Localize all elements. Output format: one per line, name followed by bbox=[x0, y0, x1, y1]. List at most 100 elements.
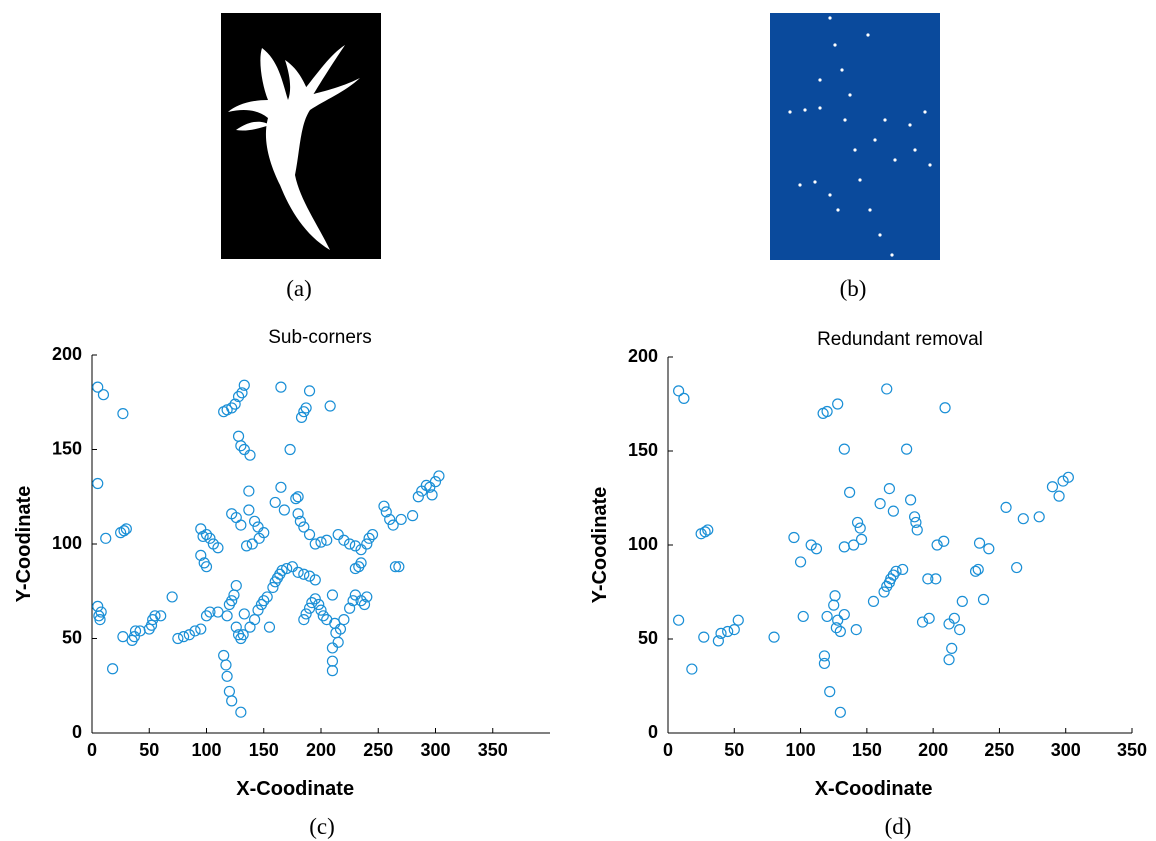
x-tick-label: 50 bbox=[724, 740, 744, 760]
point bbox=[1034, 512, 1044, 522]
caption: (a) bbox=[286, 276, 312, 301]
y-tick-label: 200 bbox=[52, 344, 82, 364]
y-axis-label: Y-Coodinate bbox=[13, 486, 35, 603]
x-tick-label: 200 bbox=[918, 740, 948, 760]
point bbox=[121, 524, 131, 534]
y-axis-label: Y-Coodinate bbox=[589, 487, 611, 604]
figure: (a) (b) 05010015020025030035005010015020… bbox=[0, 0, 1156, 841]
point bbox=[327, 590, 337, 600]
point bbox=[231, 581, 241, 591]
point bbox=[839, 542, 849, 552]
point bbox=[839, 444, 849, 454]
point bbox=[912, 525, 922, 535]
point bbox=[184, 630, 194, 640]
point bbox=[431, 477, 441, 487]
point bbox=[221, 660, 231, 670]
point bbox=[299, 569, 309, 579]
point bbox=[833, 615, 843, 625]
point bbox=[796, 557, 806, 567]
point bbox=[822, 611, 832, 621]
point bbox=[984, 544, 994, 554]
point bbox=[825, 687, 835, 697]
point bbox=[879, 587, 889, 597]
point bbox=[229, 590, 239, 600]
y-tick-label: 50 bbox=[638, 628, 658, 648]
point bbox=[833, 399, 843, 409]
point bbox=[733, 615, 743, 625]
x-tick-label: 50 bbox=[139, 740, 159, 760]
point bbox=[244, 486, 254, 496]
point bbox=[297, 412, 307, 422]
point bbox=[310, 575, 320, 585]
point bbox=[798, 611, 808, 621]
point bbox=[729, 625, 739, 635]
point bbox=[250, 516, 260, 526]
caption: (b) bbox=[840, 276, 867, 301]
point bbox=[906, 495, 916, 505]
panel-a-image bbox=[221, 13, 381, 259]
point bbox=[101, 533, 111, 543]
point bbox=[949, 613, 959, 623]
point bbox=[98, 390, 108, 400]
caption: (c) bbox=[309, 814, 335, 839]
point bbox=[222, 611, 232, 621]
point bbox=[1012, 563, 1022, 573]
point bbox=[819, 658, 829, 668]
x-axis-label: X-Coodinate bbox=[236, 778, 354, 800]
point bbox=[327, 666, 337, 676]
point bbox=[875, 499, 885, 509]
point bbox=[287, 562, 297, 572]
point bbox=[245, 450, 255, 460]
y-tick-label: 0 bbox=[72, 722, 82, 742]
point bbox=[93, 479, 103, 489]
point bbox=[888, 506, 898, 516]
point bbox=[434, 471, 444, 481]
x-tick-label: 100 bbox=[786, 740, 816, 760]
x-tick-label: 350 bbox=[478, 740, 508, 760]
point bbox=[674, 615, 684, 625]
point bbox=[299, 615, 309, 625]
point bbox=[396, 514, 406, 524]
y-tick-label: 150 bbox=[52, 438, 82, 458]
point bbox=[957, 596, 967, 606]
point bbox=[339, 615, 349, 625]
point bbox=[305, 603, 315, 613]
point bbox=[947, 643, 957, 653]
point bbox=[222, 671, 232, 681]
chart-title: Redundant removal bbox=[817, 329, 983, 350]
point bbox=[408, 511, 418, 521]
point bbox=[884, 484, 894, 494]
point bbox=[839, 610, 849, 620]
point bbox=[310, 539, 320, 549]
point bbox=[93, 601, 103, 611]
x-tick-label: 300 bbox=[420, 740, 450, 760]
point bbox=[325, 401, 335, 411]
point bbox=[239, 609, 249, 619]
point bbox=[314, 599, 324, 609]
x-tick-label: 0 bbox=[663, 740, 673, 760]
point bbox=[857, 534, 867, 544]
point bbox=[219, 651, 229, 661]
y-tick-label: 100 bbox=[52, 533, 82, 553]
point bbox=[350, 541, 360, 551]
point bbox=[305, 386, 315, 396]
point bbox=[822, 407, 832, 417]
point bbox=[845, 487, 855, 497]
point bbox=[829, 600, 839, 610]
point bbox=[224, 686, 234, 696]
point bbox=[1001, 502, 1011, 512]
point bbox=[944, 655, 954, 665]
point bbox=[276, 482, 286, 492]
point bbox=[305, 530, 315, 540]
point bbox=[330, 618, 340, 628]
point bbox=[236, 520, 246, 530]
point bbox=[316, 537, 326, 547]
point bbox=[118, 409, 128, 419]
point bbox=[245, 622, 255, 632]
point bbox=[179, 632, 189, 642]
point bbox=[356, 545, 366, 555]
point bbox=[279, 505, 289, 515]
x-tick-label: 350 bbox=[1117, 740, 1147, 760]
chart-title: Sub-corners bbox=[268, 327, 372, 348]
point bbox=[345, 539, 355, 549]
